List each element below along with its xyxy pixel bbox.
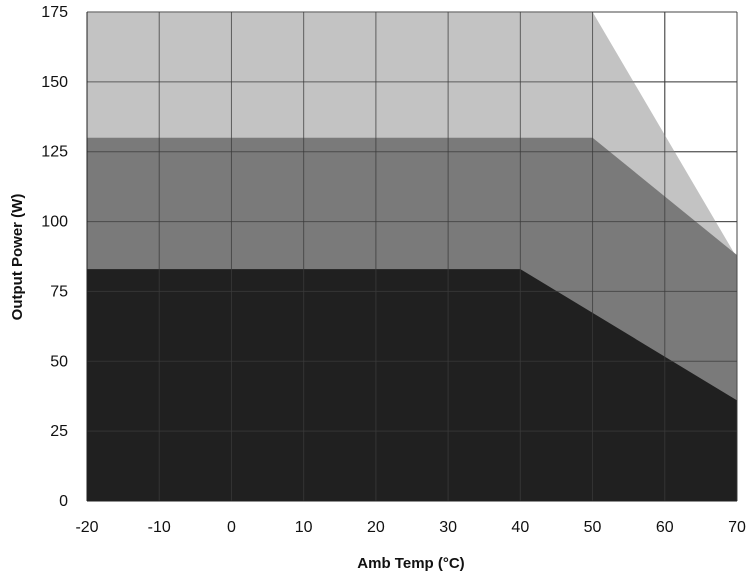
x-tick-label: 20	[367, 519, 385, 536]
y-tick-label: 75	[50, 283, 68, 300]
x-tick-label: 50	[584, 519, 602, 536]
y-axis-title: Output Power (W)	[9, 194, 26, 321]
y-tick-label: 0	[59, 493, 68, 510]
y-axis-ticks: 0 25 50 75 100 125 150 175	[41, 4, 68, 510]
x-tick-label: -10	[148, 519, 171, 536]
y-tick-label: 25	[50, 423, 68, 440]
x-tick-label: 10	[295, 519, 313, 536]
y-tick-label: 100	[41, 214, 68, 231]
x-axis-title: Amb Temp (°C)	[357, 555, 464, 572]
y-tick-label: 175	[41, 4, 68, 21]
x-tick-label: 60	[656, 519, 674, 536]
y-tick-label: 125	[41, 144, 68, 161]
grid-front	[86, 11, 738, 502]
x-axis-ticks: -20 -10 0 10 20 30 40 50 60 70	[75, 519, 746, 536]
area-series-3	[87, 269, 737, 501]
areas	[87, 12, 737, 501]
x-tick-label: 0	[227, 519, 236, 536]
x-tick-label: -20	[75, 519, 98, 536]
x-tick-label: 40	[511, 519, 529, 536]
y-tick-label: 150	[41, 74, 68, 91]
x-tick-label: 30	[439, 519, 457, 536]
y-tick-label: 50	[50, 353, 68, 370]
x-tick-label: 70	[728, 519, 746, 536]
